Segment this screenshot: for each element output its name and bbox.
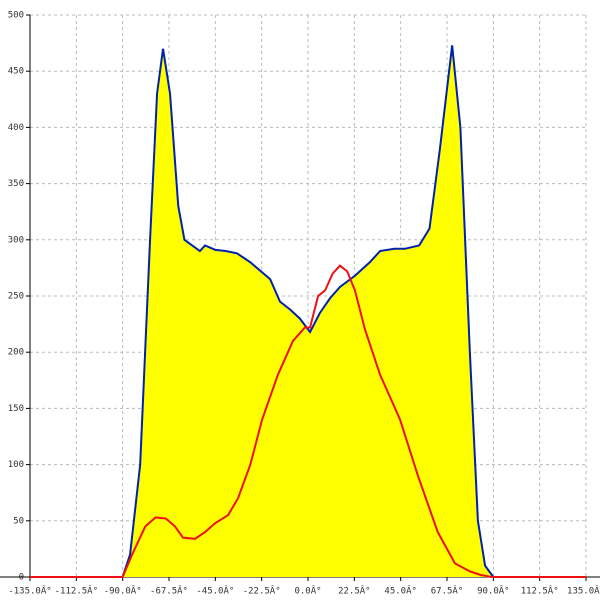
y-tick-label: 50: [13, 516, 24, 526]
x-tick-label: 90.0Â°: [477, 585, 510, 597]
x-tick-label: 45.0Â°: [384, 585, 417, 597]
y-tick-label: 150: [8, 404, 24, 414]
x-tick-label: -67.5Â°: [150, 585, 188, 597]
y-tick-label: 200: [8, 348, 24, 358]
x-tick-label: -90.0Â°: [104, 585, 142, 597]
x-tick-label: -45.0Â°: [196, 585, 234, 597]
y-tick-label: 500: [8, 11, 24, 21]
y-tick-label: 300: [8, 235, 24, 245]
y-tick-label: 400: [8, 123, 24, 133]
y-tick-label: 350: [8, 179, 24, 189]
x-tick-label: 22.5Â°: [338, 585, 371, 597]
y-tick-label: 450: [8, 67, 24, 77]
y-tick-label: 250: [8, 292, 24, 302]
x-tick-label: 67.5Â°: [431, 585, 464, 597]
x-tick-label: -112.5Â°: [55, 585, 98, 597]
x-tick-label: 135.0Â°: [567, 585, 600, 597]
area: [122, 45, 494, 577]
x-tick-label: 0.0Â°: [294, 585, 321, 597]
y-tick-label: 100: [8, 460, 24, 470]
x-tick-label: 112.5Â°: [521, 585, 559, 597]
line: [30, 264, 586, 578]
x-tick-label: -135.0Â°: [8, 585, 51, 597]
x-tick-label: -22.5Â°: [243, 585, 281, 597]
line: [121, 45, 495, 578]
